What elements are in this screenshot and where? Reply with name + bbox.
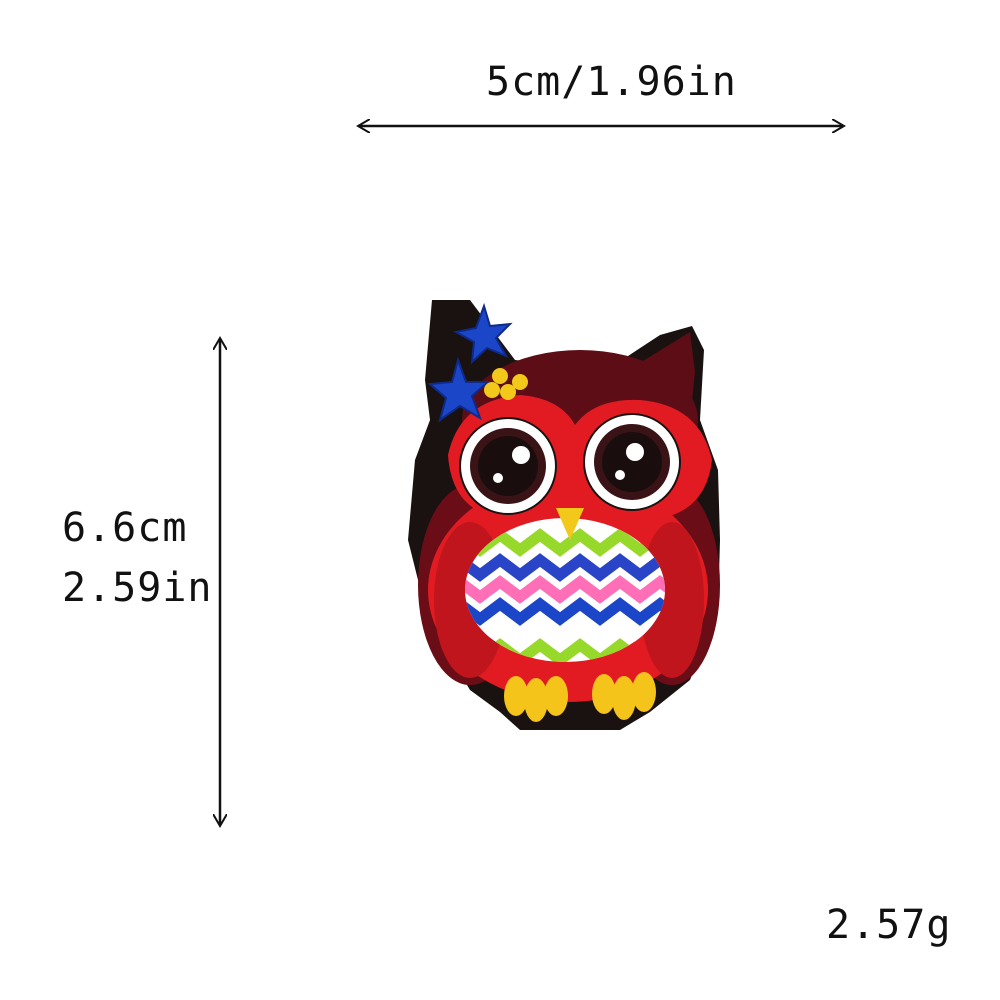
eye-right [583, 413, 681, 511]
eye-left [459, 417, 557, 515]
flower [484, 368, 528, 400]
width-label: 5cm/1.96in [486, 59, 737, 105]
height-cm-label: 6.6cm [62, 505, 188, 551]
height-in-label: 2.59in [62, 565, 213, 611]
foot-right [592, 672, 656, 720]
owl-patch-illustration [408, 300, 720, 730]
weight-label: 2.57g [826, 902, 952, 948]
star-bottom [427, 356, 491, 423]
star-top [453, 302, 513, 365]
beak [556, 508, 584, 540]
foot-left [504, 676, 568, 722]
